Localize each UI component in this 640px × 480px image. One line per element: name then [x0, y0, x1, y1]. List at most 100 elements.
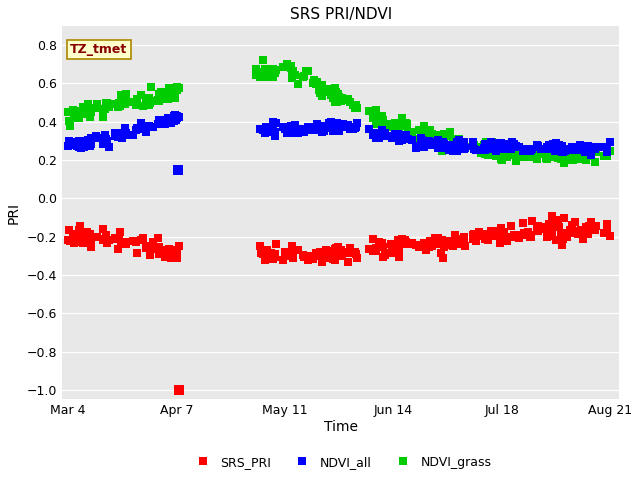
Point	[386, 120, 396, 128]
Point	[371, 110, 381, 118]
Point	[121, 90, 131, 98]
Point	[393, 131, 403, 139]
Point	[342, 258, 353, 266]
Point	[321, 246, 331, 253]
Point	[447, 242, 458, 250]
Point	[495, 148, 505, 156]
Point	[445, 128, 456, 136]
Point	[518, 152, 529, 159]
Point	[557, 151, 567, 158]
Point	[63, 137, 74, 144]
Point	[496, 150, 506, 157]
Point	[293, 81, 303, 88]
Point	[557, 233, 567, 241]
Point	[368, 111, 378, 119]
Point	[525, 147, 536, 155]
Point	[545, 150, 555, 157]
Point	[145, 99, 155, 107]
Point	[557, 148, 567, 156]
Point	[323, 85, 333, 93]
Point	[545, 220, 555, 228]
Point	[321, 86, 331, 94]
Point	[148, 238, 158, 246]
Point	[439, 130, 449, 137]
Point	[303, 256, 313, 264]
Point	[450, 231, 460, 239]
Point	[506, 223, 516, 230]
Point	[486, 145, 496, 153]
Point	[252, 68, 262, 76]
Point	[282, 251, 292, 258]
Point	[506, 149, 516, 157]
Point	[602, 226, 612, 234]
Point	[164, 117, 175, 125]
Point	[102, 239, 113, 247]
Point	[117, 134, 127, 142]
Point	[255, 73, 265, 81]
Point	[479, 146, 490, 154]
Point	[371, 106, 381, 114]
Point	[411, 144, 421, 152]
Point	[456, 142, 467, 150]
Point	[333, 90, 344, 98]
Point	[551, 237, 561, 244]
Point	[556, 156, 566, 163]
Point	[141, 122, 152, 130]
Point	[394, 253, 404, 261]
Point	[454, 235, 464, 242]
Point	[128, 238, 138, 245]
Point	[417, 142, 427, 149]
Point	[152, 120, 163, 128]
Point	[525, 152, 535, 160]
Point	[85, 108, 95, 116]
Point	[352, 105, 362, 112]
Point	[536, 223, 546, 231]
Point	[380, 121, 390, 129]
Point	[486, 138, 497, 146]
Point	[377, 112, 387, 120]
Point	[260, 123, 271, 131]
Point	[585, 225, 595, 233]
Point	[367, 247, 378, 255]
Point	[270, 253, 280, 261]
Point	[110, 234, 120, 241]
Title: SRS PRI/NDVI: SRS PRI/NDVI	[289, 7, 392, 22]
Point	[416, 128, 426, 135]
Point	[468, 142, 478, 150]
Point	[72, 112, 83, 120]
Point	[566, 228, 576, 236]
Point	[401, 119, 411, 126]
Point	[452, 147, 462, 155]
Point	[85, 113, 95, 120]
Point	[264, 126, 275, 133]
Point	[583, 230, 593, 238]
Point	[374, 238, 384, 246]
Point	[380, 252, 390, 259]
Point	[332, 244, 342, 252]
Point	[252, 69, 262, 76]
Point	[165, 85, 175, 93]
Point	[430, 138, 440, 146]
Point	[479, 144, 490, 152]
Point	[266, 249, 276, 256]
Point	[268, 251, 278, 258]
Point	[468, 139, 478, 146]
Point	[476, 146, 486, 154]
Point	[438, 132, 448, 140]
Point	[71, 233, 81, 241]
Point	[85, 139, 95, 147]
Point	[427, 141, 437, 149]
Point	[326, 123, 337, 131]
Point	[330, 84, 340, 92]
Point	[131, 238, 141, 245]
Point	[586, 152, 596, 159]
Point	[86, 141, 97, 148]
Point	[602, 153, 612, 160]
Point	[286, 64, 296, 72]
Point	[565, 227, 575, 234]
Point	[401, 239, 411, 246]
Point	[584, 152, 594, 159]
Point	[288, 125, 298, 133]
Point	[560, 229, 570, 237]
Point	[403, 129, 413, 136]
